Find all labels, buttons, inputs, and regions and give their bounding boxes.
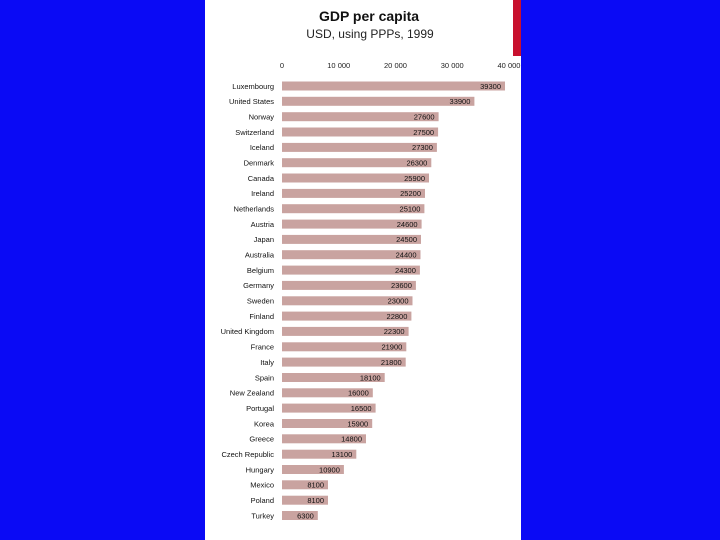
value-label: 27300	[412, 143, 433, 152]
value-label: 39300	[480, 82, 501, 91]
category-label: Germany	[243, 281, 274, 290]
category-label: Netherlands	[234, 205, 275, 214]
category-label: Poland	[251, 496, 274, 505]
value-label: 24500	[396, 235, 417, 244]
x-tick-label: 40 000	[498, 61, 521, 70]
category-label: Luxembourg	[232, 82, 274, 91]
bar	[282, 388, 373, 398]
value-label: 27500	[413, 128, 434, 137]
value-label: 8100	[307, 496, 324, 505]
value-label: 24300	[395, 266, 416, 275]
value-label: 24600	[397, 220, 418, 229]
bar	[282, 173, 429, 183]
value-label: 23000	[388, 297, 409, 306]
value-label: 33900	[450, 97, 471, 106]
bar	[282, 219, 422, 229]
category-label: Portugal	[246, 404, 274, 413]
bar	[282, 495, 328, 505]
bar	[282, 373, 385, 382]
category-label: Denmark	[244, 159, 275, 168]
value-label: 27600	[414, 113, 435, 122]
category-label: Iceland	[250, 143, 274, 152]
value-label: 26300	[406, 159, 427, 168]
category-label: United Kingdom	[221, 327, 274, 336]
value-label: 25100	[400, 205, 421, 214]
value-label: 13100	[331, 450, 352, 459]
value-label: 21900	[381, 343, 402, 352]
bar	[282, 81, 505, 91]
bar	[282, 234, 421, 244]
category-label: Korea	[254, 419, 275, 428]
accent-bar	[513, 0, 521, 56]
x-tick-label: 10 000	[327, 61, 350, 70]
value-label: 22800	[387, 312, 408, 321]
value-label: 8100	[307, 481, 324, 490]
category-label: Sweden	[247, 297, 274, 306]
bar	[282, 357, 406, 367]
value-label: 22300	[384, 327, 405, 336]
value-label: 10900	[319, 465, 340, 474]
bar	[282, 419, 373, 428]
bar	[282, 296, 413, 306]
category-label: Greece	[249, 435, 274, 444]
value-label: 18100	[360, 373, 381, 382]
category-label: Australia	[245, 251, 275, 260]
category-label: Hungary	[246, 465, 275, 474]
bar	[282, 250, 421, 260]
chart-subtitle: USD, using PPPs, 1999	[306, 27, 434, 41]
bar	[282, 96, 475, 106]
x-tick-label: 30 000	[441, 61, 464, 70]
bar	[282, 112, 439, 122]
value-label: 6300	[297, 511, 314, 520]
category-label: Norway	[249, 113, 275, 122]
category-label: Czech Republic	[221, 450, 274, 459]
bar	[282, 142, 437, 152]
value-label: 16500	[351, 404, 372, 413]
category-label: United States	[229, 97, 274, 106]
value-label: 15900	[347, 419, 368, 428]
category-label: Italy	[260, 358, 274, 367]
bar	[282, 326, 409, 336]
bar	[282, 480, 328, 490]
category-label: Canada	[248, 174, 275, 183]
category-label: Belgium	[247, 266, 274, 275]
category-label: Switzerland	[235, 128, 274, 137]
bar	[282, 403, 376, 413]
category-label: Spain	[255, 373, 274, 382]
category-label: New Zealand	[230, 389, 274, 398]
bar	[282, 342, 407, 352]
value-label: 23600	[391, 281, 412, 290]
value-label: 21800	[381, 358, 402, 367]
x-tick-label: 20 000	[384, 61, 407, 70]
bar	[282, 511, 318, 520]
value-label: 24400	[396, 251, 417, 260]
category-label: Mexico	[250, 481, 274, 490]
bar	[282, 434, 366, 444]
chart-title: GDP per capita	[319, 8, 419, 24]
value-label: 25200	[400, 189, 421, 198]
bar	[282, 204, 425, 214]
bar	[282, 158, 432, 168]
value-label: 25900	[404, 174, 425, 183]
x-tick-label: 0	[280, 61, 284, 70]
category-label: Austria	[251, 220, 275, 229]
bar	[282, 188, 425, 198]
category-label: Turkey	[251, 511, 274, 520]
value-label: 14800	[341, 435, 362, 444]
bar	[282, 280, 416, 290]
category-label: Ireland	[251, 189, 274, 198]
bar	[282, 449, 357, 459]
bar	[282, 265, 420, 275]
value-label: 16000	[348, 389, 369, 398]
bar	[282, 127, 439, 137]
category-label: France	[251, 343, 274, 352]
bar	[282, 465, 344, 474]
category-label: Finland	[249, 312, 274, 321]
category-label: Japan	[254, 235, 274, 244]
bar	[282, 311, 412, 321]
